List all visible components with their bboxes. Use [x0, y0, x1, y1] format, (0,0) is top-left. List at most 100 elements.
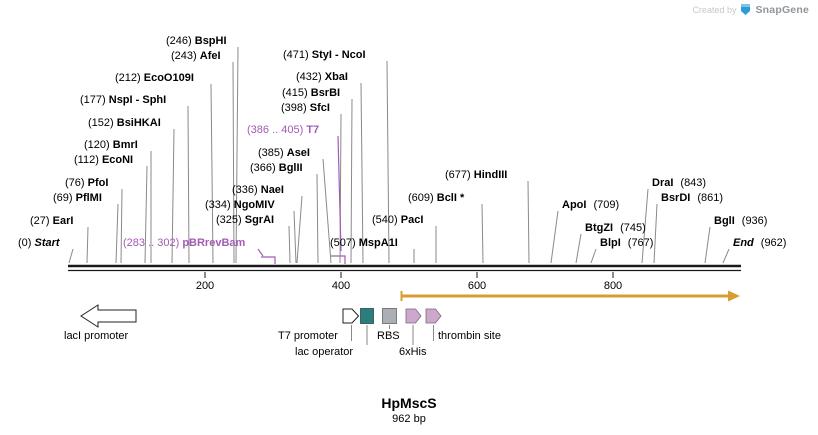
- feature-label-rbs[interactable]: RBS: [377, 330, 400, 342]
- feature-label-thrombin-site[interactable]: thrombin site: [438, 330, 501, 342]
- site-label-ngomiv[interactable]: (334) NgoMIV: [205, 199, 275, 211]
- site-label-bsrbi[interactable]: (415) BsrBI: [282, 87, 340, 99]
- site-label-end[interactable]: End (962): [733, 237, 786, 249]
- site-label-bsrdi[interactable]: BsrDI (861): [661, 192, 723, 204]
- site-name: AfeI: [199, 50, 221, 62]
- site-name: NgoMIV: [233, 199, 275, 211]
- site-position: (843): [680, 177, 707, 189]
- site-label-naei[interactable]: (336) NaeI: [232, 184, 284, 196]
- primer-position: (283 .. 302): [123, 237, 180, 249]
- callout-line: [296, 195, 303, 264]
- callout-line: [288, 225, 291, 264]
- site-label-bcli[interactable]: (609) BclI *: [408, 192, 464, 204]
- site-position: (962): [760, 237, 787, 249]
- callout-line: [171, 128, 175, 264]
- thrombin-arrow[interactable]: [425, 308, 442, 324]
- site-label-bglii[interactable]: (366) BglII: [250, 162, 303, 174]
- site-label-hindiii[interactable]: (677) HindIII: [445, 169, 507, 181]
- lacI-promoter-arrow[interactable]: [80, 304, 137, 328]
- site-label-econi[interactable]: (112) EcoNI: [74, 154, 133, 166]
- site-label-drai[interactable]: DraI (843): [652, 177, 706, 189]
- orf-arrow[interactable]: [400, 290, 740, 302]
- watermark-created-by-label: Created by: [692, 4, 737, 15]
- site-name: BglII: [278, 162, 303, 174]
- site-name: EarI: [52, 215, 74, 227]
- site-name: HindIII: [473, 169, 508, 181]
- site-label-btgzi[interactable]: BtgZI (745): [585, 222, 646, 234]
- site-position: (0): [18, 237, 32, 249]
- feature-label-t7-promoter[interactable]: T7 promoter: [278, 330, 338, 342]
- site-position: (246): [166, 35, 192, 47]
- site-label-sgrai[interactable]: (325) SgrAI: [216, 214, 274, 226]
- callout-line: [322, 158, 332, 264]
- primer-label-t7[interactable]: (386 .. 405) T7: [247, 124, 319, 136]
- site-label-nspi-sphi[interactable]: (177) NspI - SphI: [80, 94, 166, 106]
- feature-label-lac-operator[interactable]: lac operator: [295, 346, 354, 358]
- site-label-eari[interactable]: (27) EarI: [30, 215, 73, 227]
- site-label-mspa1i[interactable]: (507) MspA1I: [330, 237, 398, 249]
- site-position: (76): [65, 177, 85, 189]
- site-position: (936): [741, 215, 768, 227]
- site-name: StyI - NcoI: [311, 49, 366, 61]
- site-name: BmrI: [112, 139, 138, 151]
- site-position: (69): [53, 192, 73, 204]
- site-label-bsihkai[interactable]: (152) BsiHKAI: [88, 117, 161, 129]
- primer-position: (386 .. 405): [247, 124, 304, 136]
- lac-operator-box[interactable]: [360, 308, 374, 324]
- feature-label-laci-promoter[interactable]: lacI promoter: [64, 330, 129, 342]
- site-name: PflMI: [75, 192, 102, 204]
- callout-line: [68, 248, 74, 264]
- enzyme-callouts: [68, 46, 730, 264]
- primer-t7-glyph[interactable]: [331, 255, 346, 264]
- site-label-sfci[interactable]: (398) SfcI: [281, 102, 330, 114]
- site-label-paci[interactable]: (540) PacI: [372, 214, 423, 226]
- site-name: BclI *: [436, 192, 465, 204]
- primer-name: T7: [306, 124, 320, 136]
- callout-line: [144, 165, 148, 264]
- callout-line: [653, 203, 658, 264]
- callout-line: [550, 210, 559, 264]
- site-label-blpi[interactable]: BlpI (767): [600, 237, 653, 249]
- feature-label-6xhis[interactable]: 6xHis: [399, 346, 427, 358]
- callout-line: [704, 226, 711, 264]
- site-name: NaeI: [260, 184, 284, 196]
- site-label-bsphi[interactable]: (246) BspHI: [166, 35, 227, 47]
- site-name: BtgZI: [585, 222, 614, 234]
- site-label-apoi[interactable]: ApoI (709): [562, 199, 619, 211]
- callout-line: [386, 60, 390, 264]
- t7-promoter-arrow[interactable]: [342, 308, 360, 324]
- site-position: (120): [84, 139, 110, 151]
- callout-line: [360, 82, 364, 264]
- site-name: NspI - SphI: [108, 94, 167, 106]
- site-position: (334): [205, 199, 231, 211]
- site-name: BspHI: [194, 35, 227, 47]
- site-label-start[interactable]: (0) Start: [18, 237, 60, 249]
- site-label-pflmi[interactable]: (69) PflMI: [53, 192, 102, 204]
- his6-arrow[interactable]: [405, 308, 422, 324]
- primer-glyphs[interactable]: [257, 135, 346, 264]
- site-label-bgli[interactable]: BglI (936): [714, 215, 767, 227]
- watermark-brand-label: SnapGene: [755, 3, 809, 16]
- site-name: DraI: [652, 177, 674, 189]
- site-label-asei[interactable]: (385) AseI: [258, 147, 310, 159]
- site-position: (366): [250, 162, 276, 174]
- site-name: XbaI: [324, 71, 348, 83]
- site-label-styi-ncoi[interactable]: (471) StyI - NcoI: [283, 49, 366, 61]
- site-label-pfoi[interactable]: (76) PfoI: [65, 177, 108, 189]
- site-label-ecoo109i[interactable]: (212) EcoO109I: [115, 72, 194, 84]
- ruler-ticks: [204, 272, 614, 278]
- site-position: (177): [80, 94, 106, 106]
- callout-line: [590, 248, 597, 264]
- rbs-box[interactable]: [382, 308, 397, 324]
- site-label-xbai[interactable]: (432) XbaI: [296, 71, 348, 83]
- primer-label-pbrrevbam[interactable]: (283 .. 302) pBRrevBam: [123, 237, 245, 249]
- site-label-afei[interactable]: (243) AfeI: [171, 50, 221, 62]
- site-name: SgrAI: [244, 214, 275, 226]
- primer-pbrrevbam-glyph[interactable]: [261, 256, 276, 264]
- site-label-bmri[interactable]: (120) BmrI: [84, 139, 138, 151]
- site-name: BglI: [714, 215, 735, 227]
- site-position: (507): [330, 237, 356, 249]
- site-name: BsrBI: [310, 87, 341, 99]
